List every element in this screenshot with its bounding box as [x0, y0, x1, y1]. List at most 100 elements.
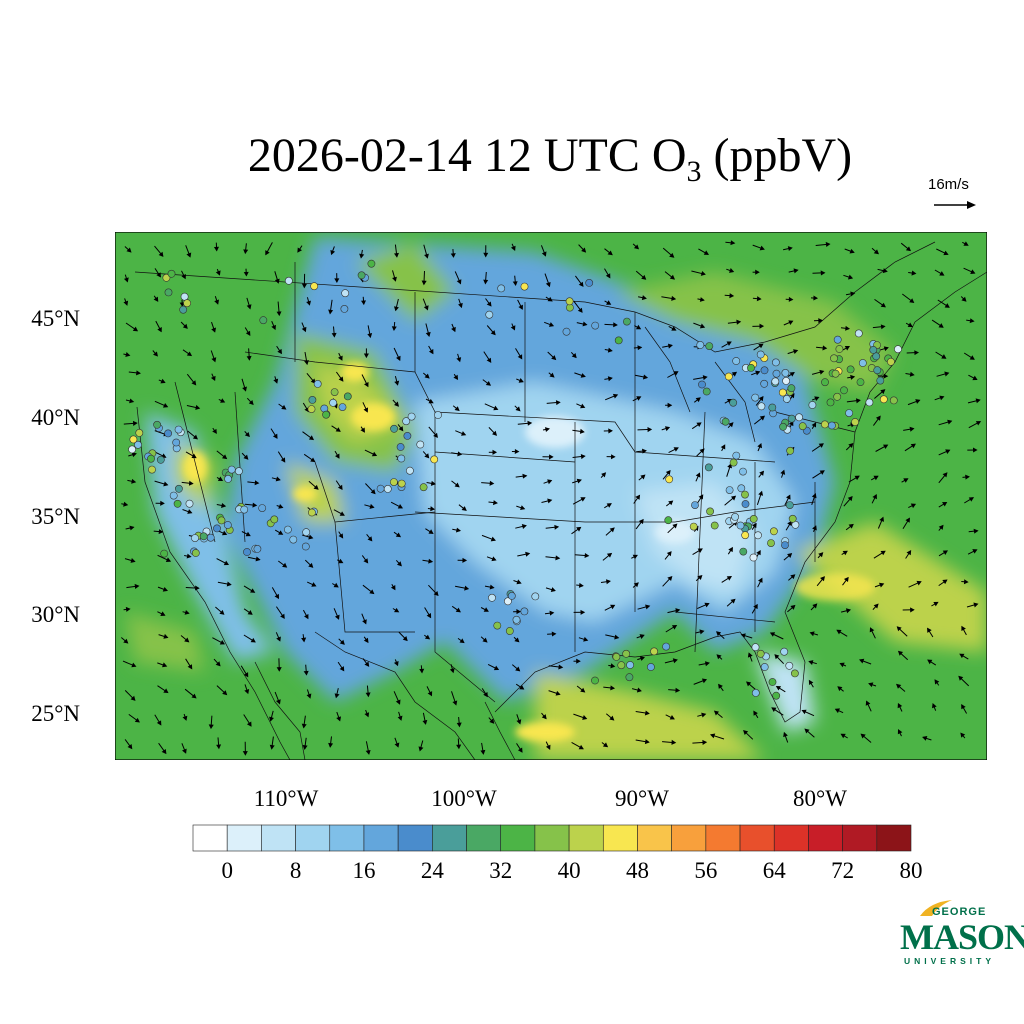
wind-vector-head — [393, 306, 399, 312]
wind-vector-head — [916, 580, 922, 586]
wind-vector-head — [243, 271, 249, 277]
station-dot — [736, 521, 745, 530]
wind-vector-head — [938, 323, 944, 328]
wind-vector-head — [221, 454, 228, 460]
station-dot — [505, 627, 514, 635]
station-dot — [833, 335, 842, 344]
wind-vector-head — [303, 670, 309, 676]
wind-vector-head — [192, 434, 199, 440]
colorbar-swatch — [466, 824, 502, 852]
wind-vector-head — [578, 744, 584, 750]
station-dot — [749, 553, 758, 562]
station-dot — [840, 386, 848, 395]
wind-vector-head — [160, 500, 165, 506]
station-dot — [787, 384, 796, 393]
wind-vector-head — [975, 398, 981, 404]
wind-vector-head — [818, 318, 823, 324]
station-dot — [343, 392, 352, 401]
station-dot — [397, 454, 406, 463]
station-dot — [821, 378, 829, 387]
wind-vector-head — [426, 613, 432, 619]
wind-vector-head — [938, 524, 944, 530]
wind-vector-head — [211, 327, 217, 333]
wind-vector-head — [334, 278, 340, 284]
wind-vector-head — [671, 624, 678, 630]
wind-vector-head — [580, 687, 586, 693]
wind-vector-head — [947, 419, 953, 425]
station-dot — [183, 299, 191, 308]
wind-vector-head — [701, 712, 707, 718]
wind-vector-head — [934, 679, 940, 685]
wind-vector-head — [456, 279, 462, 285]
wind-vector-head — [428, 529, 434, 534]
wind-vector-head — [726, 341, 732, 346]
wind-vector-head — [360, 427, 365, 433]
wind-vector-head — [730, 240, 736, 246]
wind-vector-head — [641, 274, 647, 280]
colorbar-swatch — [397, 824, 433, 852]
wind-vector-head — [162, 403, 169, 408]
wind-vector-head — [897, 650, 904, 656]
wind-vector-head — [939, 395, 945, 401]
station-dot — [760, 379, 769, 388]
wind-vector-head — [338, 376, 344, 382]
wind-vector-head — [339, 639, 345, 645]
wind-vector-head — [896, 626, 902, 632]
wind-vector-head — [165, 557, 172, 562]
wind-vector-head — [512, 281, 518, 287]
wind-vector-head — [396, 355, 401, 362]
station-dot — [626, 661, 634, 669]
wind-vector-head — [756, 296, 762, 302]
station-dot — [798, 422, 807, 431]
wind-vector-head — [554, 524, 560, 530]
wind-vector-head — [555, 400, 561, 406]
wind-vector-head — [337, 484, 343, 491]
wind-vector-head — [461, 506, 467, 511]
wind-vector-head — [669, 252, 675, 258]
wind-vector-head — [942, 501, 948, 507]
wind-vector-head — [837, 686, 843, 692]
wind-vector-head — [370, 489, 376, 495]
station-dot — [153, 420, 161, 429]
wind-vector-head — [369, 589, 375, 595]
wind-vector-head — [771, 707, 777, 712]
wind-vector-head — [613, 322, 618, 328]
station-dot — [767, 539, 775, 547]
wind-vector-head — [422, 719, 428, 725]
wind-vector-head — [419, 668, 425, 674]
wind-vector-head — [922, 735, 928, 741]
wind-vector-head — [640, 474, 646, 480]
wind-vector-head — [191, 380, 197, 386]
station-dot — [702, 387, 711, 396]
station-dot — [507, 591, 516, 600]
wind-vector-head — [248, 399, 254, 406]
wind-vector-head — [958, 675, 964, 681]
station-dot — [664, 516, 673, 525]
wind-vector-head — [424, 634, 431, 640]
wind-vector-head — [514, 637, 520, 643]
wind-vector-head — [818, 443, 824, 448]
station-dot — [872, 352, 881, 361]
wind-vector-head — [423, 305, 429, 311]
wind-vector-head — [518, 304, 523, 310]
wind-vector-head — [302, 745, 308, 750]
lon-label-90w: 90°W — [615, 786, 669, 811]
wind-vector-head — [959, 653, 965, 659]
wind-vector-head — [743, 729, 749, 735]
wind-vector-head — [968, 497, 975, 502]
wind-vector-head — [181, 273, 186, 280]
wind-vector-head — [191, 453, 197, 459]
wind-vector-head — [123, 300, 129, 306]
wind-vector-head — [910, 503, 917, 509]
gmu-logo: GEORGE MASON UNIVERSITY — [896, 898, 1024, 970]
wind-vector-head — [745, 681, 752, 687]
wind-vector-head — [516, 609, 522, 615]
wind-vector-head — [759, 470, 765, 476]
wind-vector-head — [699, 323, 706, 329]
wind-vector-head — [580, 497, 586, 502]
station-dot — [830, 354, 838, 363]
wind-vector-head — [774, 654, 780, 660]
wind-vector-head — [633, 244, 640, 250]
wind-vector-head — [223, 560, 230, 566]
wind-vector-head — [731, 371, 738, 377]
